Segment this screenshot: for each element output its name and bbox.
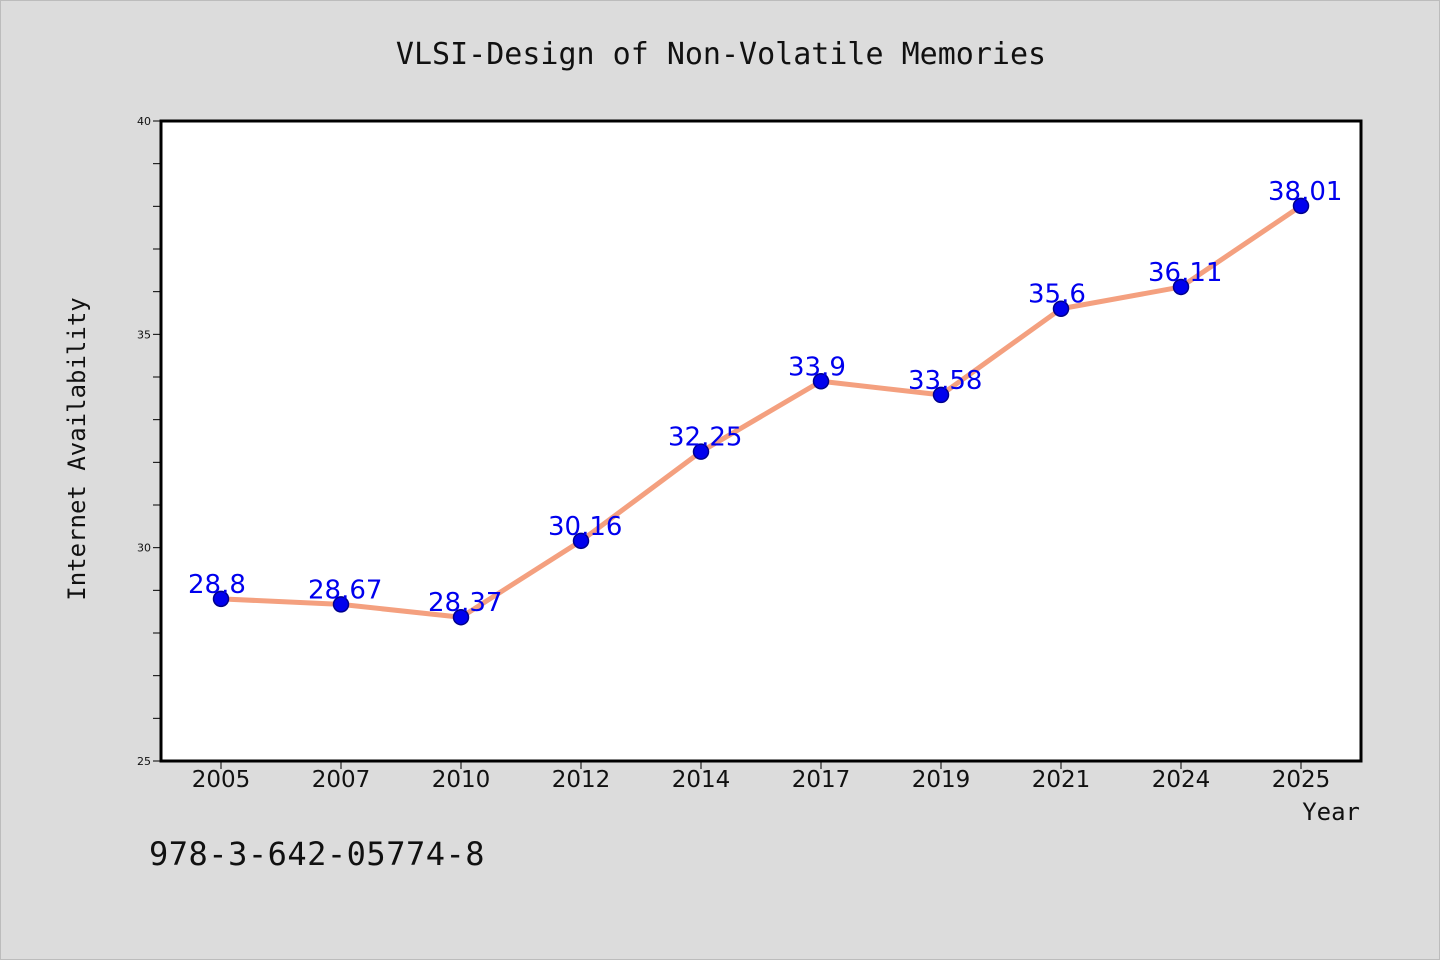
x-tick-label: 2007 (312, 767, 371, 793)
x-tick-label: 2005 (192, 767, 251, 793)
data-point (572, 532, 590, 550)
data-label: 36.11 (1148, 258, 1222, 288)
series-line-group (218, 203, 1304, 620)
series-line (218, 203, 1304, 620)
data-label: 28.8 (188, 570, 246, 600)
plot-frame (159, 119, 1363, 763)
data-point (452, 608, 470, 626)
y-tick-label: 35 (137, 328, 151, 341)
data-label: 28.67 (308, 575, 382, 605)
data-label: 38.01 (1268, 177, 1342, 207)
axis-ticks: 25 30 35 40 2005 2007 2010 2012 2014 2017 2019 2021… (137, 115, 1330, 793)
y-tick-label: 25 (137, 755, 151, 768)
data-point (1292, 197, 1310, 215)
x-tick-label: 2017 (792, 767, 851, 793)
x-tick-label: 2024 (1152, 767, 1211, 793)
data-point (932, 386, 950, 404)
y-axis-label: Internet Availability (63, 297, 91, 600)
data-label: 33.58 (908, 366, 982, 396)
data-markers (212, 197, 1310, 626)
data-labels: 28.8 28.67 28.37 30.16 32.25 33.9 33.58 35.6 36.… (188, 177, 1342, 618)
data-label: 32.25 (668, 423, 742, 453)
data-point (332, 596, 350, 613)
x-tick-label: 2025 (1272, 767, 1331, 793)
data-label: 35.6 (1028, 280, 1086, 310)
data-point (212, 590, 230, 608)
data-point (1172, 278, 1190, 296)
data-label: 28.37 (428, 588, 502, 618)
x-tick-label: 2014 (672, 767, 731, 793)
data-point (1052, 300, 1070, 317)
x-tick-label: 2021 (1032, 767, 1091, 793)
data-point (692, 443, 710, 460)
y-tick-label: 30 (137, 542, 151, 555)
data-label: 30.16 (548, 512, 622, 542)
data-point (812, 373, 830, 390)
data-label: 33.9 (788, 352, 846, 382)
chart-title: VLSI-Design of Non-Volatile Memories (396, 37, 1046, 72)
x-tick-label: 2010 (432, 767, 491, 793)
isbn-code: 978-3-642-05774-8 (149, 835, 486, 873)
x-tick-label: 2012 (552, 767, 611, 793)
plot-area (161, 121, 1361, 761)
x-axis-label: Year (1302, 798, 1360, 826)
x-tick-label: 2019 (912, 767, 971, 793)
y-tick-label: 40 (137, 115, 151, 128)
